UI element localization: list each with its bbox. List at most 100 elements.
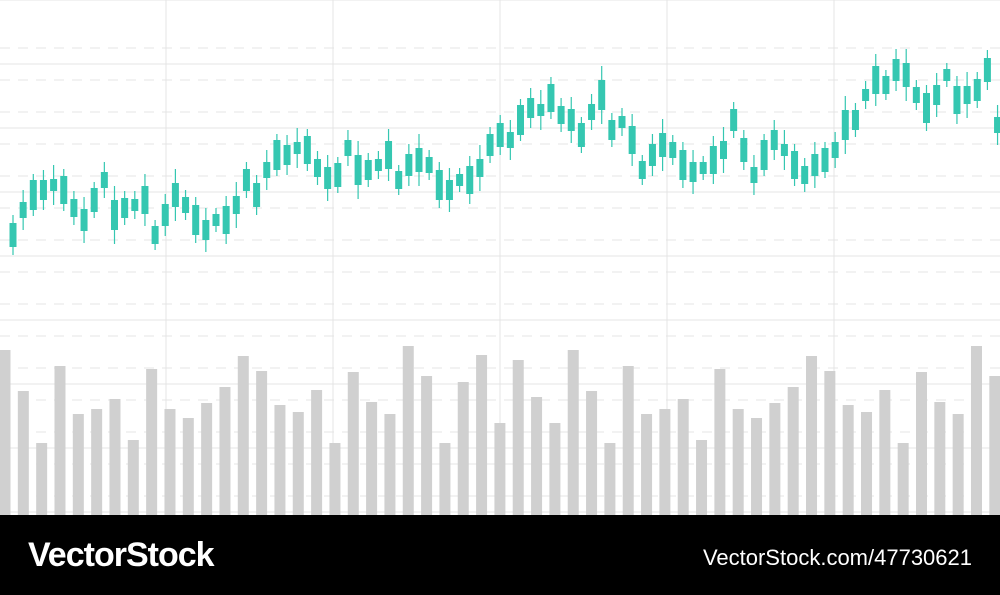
candle-body xyxy=(517,105,524,135)
candle-body xyxy=(740,138,748,162)
volume-bar xyxy=(164,409,176,515)
candle-body xyxy=(111,200,118,230)
volume-bar xyxy=(934,402,946,515)
candle-body xyxy=(435,170,443,200)
candle-body xyxy=(557,106,565,124)
volume-bar xyxy=(91,409,103,515)
candle-body xyxy=(293,142,301,154)
volume-bar xyxy=(897,443,909,515)
volume-bar xyxy=(512,360,524,515)
candle-body xyxy=(496,123,504,147)
candle-body xyxy=(456,174,464,186)
volume-bar xyxy=(970,346,982,515)
volume-bar xyxy=(641,414,653,515)
volume-bar xyxy=(696,440,708,515)
candle-body xyxy=(80,209,88,231)
candle-body xyxy=(791,151,799,179)
volume-bar xyxy=(182,418,194,515)
candle-body xyxy=(669,142,677,158)
volume-bar xyxy=(769,403,781,515)
candle-body xyxy=(50,179,58,191)
volume-bar xyxy=(17,391,29,515)
candle-body xyxy=(100,172,108,188)
volume-bar xyxy=(659,409,671,515)
volume-bar xyxy=(787,387,799,515)
volume-bar xyxy=(861,412,873,515)
volume-bar xyxy=(732,409,744,515)
candle-body xyxy=(29,180,37,210)
candle-body xyxy=(242,169,250,191)
volume-bar xyxy=(879,390,891,515)
volume-bar xyxy=(457,382,469,515)
candle-body xyxy=(638,161,646,179)
candle-body xyxy=(90,188,98,212)
volume-bar xyxy=(237,356,249,515)
candle-body xyxy=(253,183,261,207)
candle-body xyxy=(415,148,423,172)
candles xyxy=(9,49,1000,255)
candle-body xyxy=(598,80,606,110)
volume-bar xyxy=(714,369,726,515)
footer-bar xyxy=(0,515,1000,595)
volume-bar xyxy=(989,376,1000,515)
volume-bar xyxy=(54,366,66,515)
volume-bar xyxy=(0,350,11,515)
candle-body xyxy=(466,166,474,194)
candle-body xyxy=(547,84,555,112)
volume-bar xyxy=(384,414,396,515)
volume-bar xyxy=(292,412,304,515)
candle-body xyxy=(131,199,139,211)
candle-body xyxy=(811,154,819,176)
volume-bar xyxy=(402,346,414,515)
volume-bar xyxy=(677,399,689,515)
candle-body xyxy=(994,117,1000,133)
volume-bar xyxy=(586,391,598,515)
candle-body xyxy=(963,86,971,104)
candle-body xyxy=(648,144,656,166)
candle-body xyxy=(9,223,17,247)
candle-body xyxy=(232,196,240,214)
volume-bar xyxy=(72,414,84,515)
candle-body xyxy=(659,133,667,157)
candle-body xyxy=(182,197,190,213)
candle-body xyxy=(770,130,778,150)
candle-body xyxy=(121,198,129,218)
candle-body xyxy=(709,146,717,174)
candle-body xyxy=(872,66,880,94)
volume-bars xyxy=(0,346,1000,515)
candle-body xyxy=(273,140,281,170)
candle-body xyxy=(902,63,910,87)
volume-bar xyxy=(567,350,579,515)
candle-body xyxy=(750,167,758,183)
candle-body xyxy=(689,162,697,182)
candle-body xyxy=(506,132,514,148)
candle-body xyxy=(151,226,159,244)
brand: VectorStock xyxy=(28,536,215,574)
candle-body xyxy=(425,157,433,173)
candle-body xyxy=(212,214,220,226)
candle-body xyxy=(374,159,382,171)
candle-body xyxy=(953,86,961,114)
volume-bar xyxy=(146,369,158,515)
candle-body xyxy=(618,116,626,128)
candle-body xyxy=(202,220,210,240)
candle-body xyxy=(141,186,149,214)
candle-body xyxy=(851,110,859,130)
candle-body xyxy=(70,199,78,217)
volume-bar xyxy=(439,443,451,515)
candle-body xyxy=(780,144,788,156)
candle-body xyxy=(60,176,68,204)
candle-body xyxy=(19,202,27,218)
candle-body xyxy=(628,126,636,154)
candle-body xyxy=(283,145,291,165)
candle-body xyxy=(364,160,372,180)
candle-body xyxy=(821,148,829,172)
volume-bar xyxy=(494,423,506,515)
volume-bar xyxy=(256,371,268,515)
volume-bar xyxy=(531,397,543,515)
candle-body xyxy=(608,120,616,140)
volume-bar xyxy=(604,443,616,515)
candle-body xyxy=(831,142,839,158)
candle-body xyxy=(354,155,362,185)
volume-bar xyxy=(36,443,48,515)
